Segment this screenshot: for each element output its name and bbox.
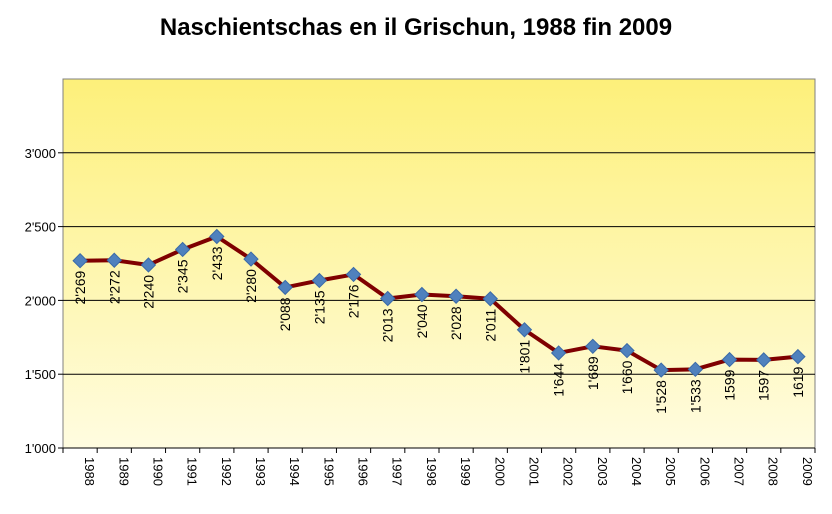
x-tick-label: 1995 (321, 457, 336, 486)
x-tick-label: 1989 (116, 457, 131, 486)
y-tick-label: 2'500 (25, 220, 56, 235)
data-point-marker (311, 272, 328, 289)
y-axis: 1'000 1'500 2'000 2'500 3'000 (25, 146, 63, 456)
x-tick-label: 2002 (561, 457, 576, 486)
data-label: 2'011 (482, 309, 498, 342)
data-label: 2'135 (311, 290, 327, 324)
data-point-marker (209, 228, 225, 245)
data-label: 2'013 (380, 308, 396, 342)
y-tick-label: 1'000 (25, 441, 56, 456)
x-tick-label: 2003 (595, 457, 610, 486)
series (72, 228, 806, 378)
x-tick-label: 1998 (424, 457, 439, 486)
data-point-marker (448, 288, 464, 304)
x-tick-label: 1991 (185, 457, 200, 486)
x-tick-label: 1992 (219, 457, 234, 486)
data-point-marker (174, 241, 191, 258)
data-label: 1'660 (619, 360, 635, 394)
x-tick-label: 2005 (663, 457, 678, 486)
data-label: 2'280 (243, 269, 259, 303)
x-tick-label: 2009 (800, 457, 815, 486)
chart-title: Naschientschas en il Grischun, 1988 fin … (159, 14, 673, 41)
gridlines (63, 152, 815, 449)
data-label: 2'040 (414, 304, 430, 338)
data-point-marker (380, 290, 396, 307)
data-point-marker (72, 252, 88, 269)
data-point-marker (756, 352, 772, 368)
x-axis: 1988 1989 1990 1991 1992 1993 1994 1995 1996 1997… (62, 447, 816, 486)
x-tick-label: 1997 (390, 457, 405, 486)
data-point-marker (516, 322, 533, 338)
x-tick-label: 2001 (526, 457, 541, 486)
x-tick-label: 2008 (766, 457, 781, 486)
data-point-marker (687, 361, 704, 378)
data-point-marker (585, 338, 601, 355)
data-point-marker (653, 362, 669, 378)
data-label: 1599 (722, 369, 738, 400)
data-label: 1'644 (551, 363, 567, 397)
data-point-marker (619, 342, 635, 359)
data-label: 2'176 (346, 284, 362, 318)
series-line (80, 234, 799, 373)
data-label: 1'533 (687, 379, 703, 413)
x-tick-label: 1996 (356, 457, 371, 486)
x-tick-label: 1999 (458, 457, 473, 486)
data-label: 1597 (756, 370, 772, 401)
data-point-marker (790, 348, 806, 365)
x-tick-label: 2007 (732, 457, 747, 486)
data-point-marker (106, 252, 122, 268)
data-label: 1'528 (653, 380, 669, 414)
data-label: 2'272 (106, 270, 122, 304)
data-labels: 2'269 2'272 2'240 2'345 2'433 2'280 2'088 2'135… (72, 246, 806, 414)
data-label: 1'689 (585, 356, 601, 390)
data-label: 2'088 (277, 297, 293, 331)
y-tick-label: 2'000 (25, 293, 56, 308)
data-label: 2'433 (209, 246, 225, 280)
data-label: 1619 (790, 366, 806, 397)
data-label: 1'801 (516, 340, 532, 374)
y-tick-label: 3'000 (25, 146, 56, 161)
data-point-marker (721, 351, 738, 368)
data-point-marker (243, 251, 259, 267)
data-point-marker (277, 279, 293, 296)
x-tick-label: 1994 (287, 457, 302, 486)
x-tick-label: 2004 (629, 457, 644, 486)
x-tick-label: 1990 (150, 457, 165, 486)
data-label: 2'345 (175, 259, 191, 293)
data-point-marker (414, 286, 430, 303)
data-point-marker (140, 257, 157, 273)
x-tick-label: 2006 (697, 457, 712, 486)
data-label: 2'240 (140, 275, 156, 309)
x-tick-label: 2000 (492, 457, 507, 486)
x-tick-label: 1993 (253, 457, 268, 486)
data-point-marker (482, 291, 498, 307)
x-tick-label: 1988 (82, 457, 97, 486)
data-point-marker (345, 266, 362, 283)
y-tick-label: 1'500 (25, 367, 56, 382)
plot-area (62, 78, 816, 449)
data-label: 2'028 (448, 306, 464, 340)
data-point-marker (550, 345, 567, 361)
data-label: 2'269 (72, 270, 88, 304)
